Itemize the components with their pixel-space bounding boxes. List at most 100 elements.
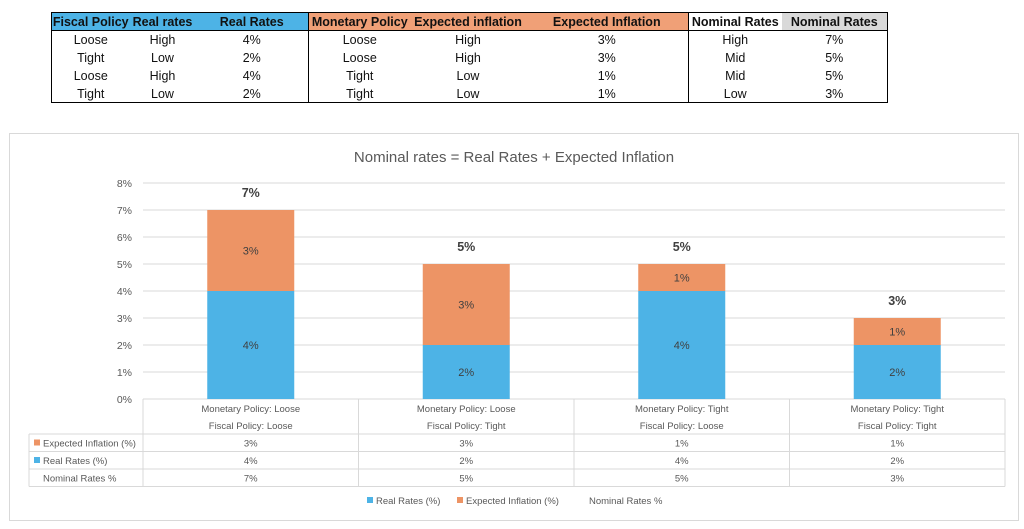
data-label-expected-inflation: 1% <box>674 273 690 285</box>
y-tick-label: 3% <box>117 313 132 325</box>
data-table-cell: 4% <box>244 456 258 467</box>
table-row: Loose High 4% Tight Low 1% Mid 5% <box>51 66 888 85</box>
bar-real-rates <box>207 291 295 399</box>
header-fiscal-policy[interactable]: Fiscal Policy <box>51 12 130 31</box>
chart-area[interactable]: Nominal rates = Real Rates + Expected In… <box>9 133 1019 521</box>
table-cell[interactable]: Low <box>151 50 174 65</box>
table-cell[interactable]: Mid <box>725 68 746 83</box>
bar-real-rates <box>422 345 510 399</box>
data-table-cell: 1% <box>890 439 904 450</box>
table-cell[interactable]: 2% <box>195 48 309 67</box>
table-cell[interactable]: 3% <box>525 48 689 67</box>
data-table-row-label: Real Rates (%) <box>43 456 107 467</box>
x-category-label: Monetary Policy: Loose <box>417 404 516 415</box>
table-cell[interactable]: Loose <box>342 50 377 65</box>
summary-table: Fiscal Policy Real rates Real Rates Mone… <box>51 12 888 103</box>
table-cell[interactable]: High <box>455 50 481 65</box>
data-table-row-label: Expected Inflation (%) <box>43 439 136 450</box>
table-cell[interactable]: Low <box>129 84 196 103</box>
chart-title: Nominal rates = Real Rates + Expected In… <box>354 149 674 166</box>
x-category-label: Fiscal Policy: Loose <box>209 421 293 432</box>
table-cell[interactable]: Loose <box>342 32 377 47</box>
table-cell[interactable]: 3% <box>781 84 888 103</box>
table-cell[interactable]: Mid <box>725 50 746 65</box>
x-category-label: Fiscal Policy: Tight <box>427 421 506 432</box>
table-cell[interactable]: High <box>149 68 176 83</box>
y-tick-label: 2% <box>117 340 132 352</box>
data-label-real-rates: 2% <box>458 367 474 379</box>
table-cell[interactable]: Low <box>410 84 526 103</box>
data-table-cell: 4% <box>675 456 689 467</box>
x-category-label: Fiscal Policy: Loose <box>640 421 724 432</box>
table-cell[interactable]: Tight <box>51 48 130 67</box>
data-table-cell: 3% <box>459 439 473 450</box>
y-tick-label: 8% <box>117 178 132 190</box>
y-tick-label: 4% <box>117 286 132 298</box>
data-label-nominal-total: 5% <box>457 240 475 254</box>
table-row: Loose High 4% Loose High 3% High 7% <box>51 30 888 49</box>
legend-key-swatch <box>34 457 40 463</box>
header-real-rates-level[interactable]: Real rates <box>129 12 196 31</box>
header-nominal-rates-level[interactable]: Nominal Rates <box>688 12 782 31</box>
table-cell[interactable]: Tight <box>51 84 130 103</box>
data-label-real-rates: 4% <box>243 340 259 352</box>
data-table-cell: 1% <box>675 439 689 450</box>
legend-swatch-expected-inflation <box>457 497 463 503</box>
header-real-rates-value[interactable]: Real Rates <box>195 12 309 31</box>
data-table-row-label: Nominal Rates % <box>43 474 117 485</box>
data-table-cell: 3% <box>244 439 258 450</box>
data-table-cell: 5% <box>675 474 689 485</box>
data-label-expected-inflation: 1% <box>889 327 905 339</box>
table-cell[interactable]: 5% <box>781 48 888 67</box>
table-cell[interactable]: Tight <box>308 84 411 103</box>
table-row: Tight Low 2% Loose High 3% Mid 5% <box>51 48 888 67</box>
table-cell[interactable]: Low <box>688 84 782 103</box>
y-tick-label: 5% <box>117 259 132 271</box>
table-header-row: Fiscal Policy Real rates Real Rates Mone… <box>51 12 888 31</box>
table-row: Tight Low 2% Tight Low 1% Low 3% <box>51 84 888 103</box>
stacked-bar-chart: Nominal rates = Real Rates + Expected In… <box>28 149 1006 507</box>
header-expected-inflation-level[interactable]: Expected inflation <box>410 12 526 31</box>
bar-real-rates <box>638 291 726 399</box>
header-expected-inflation-value[interactable]: Expected Inflation <box>525 12 689 31</box>
table-cell[interactable]: Tight <box>346 68 374 83</box>
table-cell[interactable]: 3% <box>525 30 689 49</box>
table-cell[interactable]: 5% <box>781 66 888 85</box>
table-cell[interactable]: Loose <box>51 30 130 49</box>
table-cell[interactable]: 4% <box>195 66 309 85</box>
data-table-cell: 2% <box>890 456 904 467</box>
table-cell[interactable]: 1% <box>525 84 689 103</box>
data-label-nominal-total: 3% <box>888 294 906 308</box>
table-cell[interactable]: High <box>722 32 749 47</box>
legend-label-nominal-rates: Nominal Rates % <box>589 496 663 507</box>
x-category-label: Monetary Policy: Loose <box>201 404 300 415</box>
legend-label-expected-inflation: Expected Inflation (%) <box>466 496 559 507</box>
legend-swatch-real-rates <box>367 497 373 503</box>
table-cell[interactable]: High <box>455 32 481 47</box>
y-tick-label: 0% <box>117 394 132 406</box>
bar-expected-inflation <box>853 318 941 345</box>
header-monetary-policy[interactable]: Monetary Policy <box>308 12 411 31</box>
data-table-cell: 5% <box>459 474 473 485</box>
data-label-expected-inflation: 3% <box>243 246 259 258</box>
x-category-label: Monetary Policy: Tight <box>635 404 729 415</box>
data-table-cell: 3% <box>890 474 904 485</box>
header-nominal-rates-value[interactable]: Nominal Rates <box>781 12 888 31</box>
table-cell[interactable]: Loose <box>51 66 130 85</box>
legend-label-real-rates: Real Rates (%) <box>376 496 440 507</box>
table-cell[interactable]: 7% <box>781 30 888 49</box>
table-cell[interactable]: Low <box>456 68 480 83</box>
y-tick-label: 7% <box>117 205 132 217</box>
bar-expected-inflation <box>422 264 510 345</box>
table-cell[interactable]: 2% <box>195 84 309 103</box>
data-label-nominal-total: 7% <box>242 186 260 200</box>
bar-real-rates <box>853 345 941 399</box>
table-cell[interactable]: 1% <box>525 66 689 85</box>
table-cell[interactable]: 4% <box>195 30 309 49</box>
data-table-cell: 2% <box>459 456 473 467</box>
legend-key-swatch <box>34 439 40 446</box>
data-table-cell: 7% <box>244 474 258 485</box>
x-category-label: Fiscal Policy: Tight <box>858 421 937 432</box>
data-label-expected-inflation: 3% <box>458 300 474 312</box>
table-cell[interactable]: High <box>149 32 176 47</box>
